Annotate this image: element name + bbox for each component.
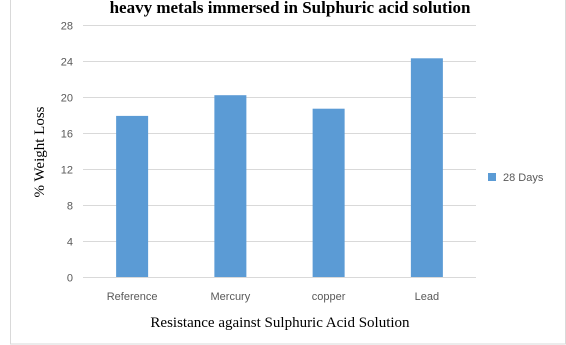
legend-label: 28 Days: [503, 172, 544, 184]
y-tick-label: 12: [61, 165, 73, 177]
y-tick-label: 20: [61, 93, 73, 105]
y-tick-label: 24: [61, 57, 73, 69]
bar-reference: [116, 115, 149, 278]
gridlines: [83, 25, 476, 278]
chart-title: heavy metals immersed in Sulphuric acid …: [110, 0, 471, 17]
y-axis-ticks: 0 4 8 12 16 20 24 28: [61, 21, 73, 285]
x-category-label: copper: [312, 291, 346, 303]
bar-lead: [410, 58, 443, 277]
y-tick-label: 28: [61, 21, 73, 33]
legend-swatch: [488, 173, 496, 181]
bar-copper: [312, 108, 345, 277]
x-category-label: Lead: [415, 291, 439, 303]
bar-mercury: [214, 95, 247, 277]
y-axis-title: % Weight Loss: [32, 106, 48, 197]
y-tick-label: 8: [67, 201, 73, 213]
x-axis-title: Resistance against Sulphuric Acid Soluti…: [150, 315, 410, 331]
bars: [116, 58, 443, 278]
chart-frame: [10, 0, 566, 345]
x-axis-categories: Reference Mercury copper Lead: [107, 291, 439, 303]
y-tick-label: 0: [67, 273, 73, 285]
x-category-label: Mercury: [211, 291, 251, 303]
legend: 28 Days: [488, 172, 544, 184]
y-tick-label: 4: [67, 237, 73, 249]
y-tick-label: 16: [61, 129, 73, 141]
x-category-label: Reference: [107, 291, 158, 303]
